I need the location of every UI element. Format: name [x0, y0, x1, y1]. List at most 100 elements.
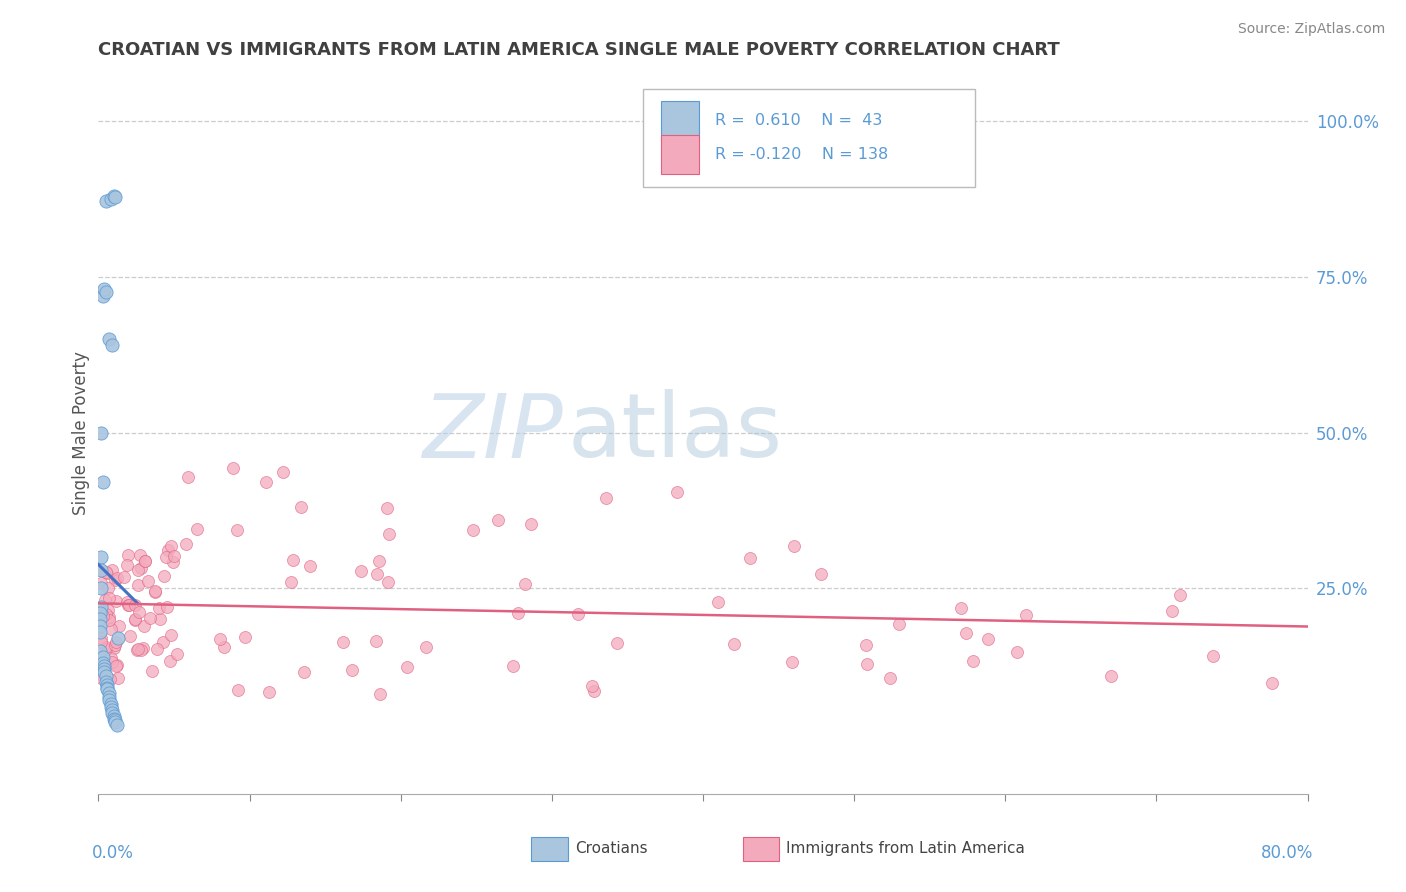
Point [115, 595, 138, 609]
Point [89, 624, 111, 639]
Text: 0.0%: 0.0% [93, 845, 134, 863]
Point [567, 607, 589, 621]
Point [104, 635, 127, 649]
Point [299, 559, 322, 574]
Point [105, 658, 128, 673]
Point [108, 619, 131, 633]
Point [93, 664, 115, 678]
Point [96, 678, 118, 692]
Point [100, 651, 122, 665]
Point [104, 594, 127, 608]
Point [101, 703, 124, 717]
Point [780, 655, 803, 669]
Point [94, 194, 117, 208]
Point [96, 566, 118, 580]
Point [606, 636, 628, 650]
Point [955, 626, 977, 640]
Text: Source: ZipAtlas.com: Source: ZipAtlas.com [1237, 22, 1385, 37]
Point [128, 605, 150, 619]
Point [163, 549, 186, 563]
Text: atlas: atlas [568, 389, 783, 476]
Point [127, 563, 149, 577]
Text: ZIP: ZIP [423, 390, 564, 475]
Point [97, 581, 120, 595]
Point [89, 618, 111, 632]
Point [132, 619, 155, 633]
Point [226, 682, 249, 697]
Point [103, 189, 125, 203]
Point [212, 640, 235, 654]
Point [176, 470, 198, 484]
Point [103, 709, 125, 723]
Point [100, 697, 122, 711]
Point [124, 613, 146, 627]
Point [90, 631, 112, 645]
Point [581, 680, 603, 694]
Point [129, 643, 152, 657]
Point [104, 715, 127, 730]
FancyBboxPatch shape [661, 135, 699, 174]
Point [143, 585, 166, 599]
Point [132, 641, 155, 656]
Point [146, 642, 169, 657]
Point [1202, 649, 1225, 664]
Point [887, 616, 910, 631]
Point [90, 563, 112, 577]
Point [292, 665, 315, 679]
Point [342, 663, 364, 677]
Point [98, 693, 121, 707]
Point [105, 718, 128, 732]
Point [225, 523, 247, 537]
Point [174, 537, 197, 551]
Point [91, 607, 114, 621]
Point [101, 655, 124, 669]
Point [377, 575, 399, 590]
Point [463, 523, 485, 537]
Point [368, 554, 391, 568]
Point [271, 465, 294, 479]
Point [962, 654, 984, 668]
Point [159, 628, 181, 642]
Point [105, 571, 128, 585]
Point [104, 638, 127, 652]
Point [90, 671, 112, 685]
Point [486, 512, 509, 526]
Point [520, 517, 543, 532]
Point [103, 640, 125, 655]
Text: Immigrants from Latin America: Immigrants from Latin America [786, 841, 1025, 856]
Point [100, 192, 122, 206]
Point [94, 285, 117, 300]
Point [1099, 669, 1122, 683]
FancyBboxPatch shape [531, 837, 568, 861]
Point [149, 611, 172, 625]
Point [100, 622, 122, 636]
Point [583, 684, 606, 698]
Point [152, 635, 174, 649]
Point [93, 662, 115, 676]
Point [101, 338, 124, 352]
Point [97, 610, 120, 624]
Point [107, 671, 129, 685]
Point [112, 569, 135, 583]
Point [117, 548, 139, 562]
FancyBboxPatch shape [661, 101, 699, 140]
Point [90, 425, 112, 440]
Point [415, 640, 437, 654]
Point [96, 641, 118, 656]
Point [89, 643, 111, 657]
Text: Croatians: Croatians [575, 841, 647, 856]
Point [93, 665, 115, 680]
Point [155, 550, 177, 565]
Point [131, 561, 153, 575]
Point [100, 699, 122, 714]
Point [153, 568, 176, 582]
Point [283, 552, 305, 566]
Point [101, 706, 124, 720]
Point [148, 601, 170, 615]
Point [94, 668, 117, 682]
Point [665, 484, 688, 499]
Point [107, 631, 129, 645]
Point [91, 608, 114, 623]
Point [508, 606, 530, 620]
Point [143, 583, 166, 598]
